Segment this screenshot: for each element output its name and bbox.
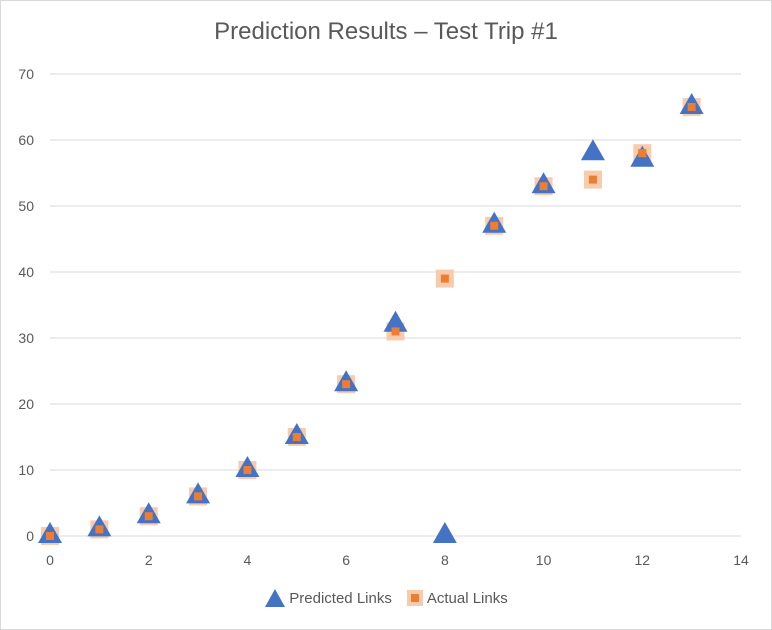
actual-point-center bbox=[391, 327, 400, 336]
actual-point-center bbox=[490, 221, 499, 230]
y-tick-label: 10 bbox=[18, 462, 34, 478]
y-tick-label: 0 bbox=[26, 528, 34, 544]
y-tick-label: 60 bbox=[18, 132, 34, 148]
y-tick-label: 40 bbox=[18, 264, 34, 280]
x-tick-label: 14 bbox=[733, 552, 749, 568]
y-tick-label: 30 bbox=[18, 330, 34, 346]
chart-title: Prediction Results – Test Trip #1 bbox=[214, 18, 558, 45]
x-tick-label: 10 bbox=[536, 552, 552, 568]
x-tick-label: 0 bbox=[46, 552, 54, 568]
actual-point-center bbox=[638, 149, 647, 158]
actual-point-center bbox=[243, 466, 252, 474]
actual-point-center bbox=[144, 512, 153, 521]
actual-point bbox=[435, 269, 454, 288]
legend-label-actual: Actual Links bbox=[426, 589, 508, 607]
actual-point-center bbox=[342, 380, 351, 389]
actual-point-center bbox=[46, 532, 54, 540]
x-tick-label: 4 bbox=[244, 552, 252, 568]
actual-point-center bbox=[95, 525, 104, 534]
x-tick-label: 2 bbox=[145, 552, 153, 568]
actual-point-center bbox=[194, 492, 203, 501]
actual-point bbox=[583, 170, 602, 189]
actual-point-center bbox=[539, 182, 548, 191]
square-marker-icon bbox=[406, 590, 423, 606]
legend: Predicted Links Actual Links bbox=[0, 588, 772, 608]
actual-point-center bbox=[687, 103, 696, 111]
y-tick-label: 50 bbox=[18, 198, 34, 214]
legend-item-predicted: Predicted Links bbox=[264, 588, 392, 608]
predicted-point bbox=[383, 310, 408, 332]
legend-label-predicted: Predicted Links bbox=[289, 589, 392, 607]
y-tick-label: 20 bbox=[18, 396, 34, 412]
x-tick-label: 8 bbox=[441, 552, 449, 568]
predicted-point bbox=[580, 139, 605, 161]
x-tick-label: 6 bbox=[342, 552, 350, 568]
y-tick-label: 70 bbox=[18, 66, 34, 82]
triangle-marker-icon bbox=[265, 589, 286, 607]
legend-item-actual: Actual Links bbox=[406, 589, 508, 607]
predicted-point bbox=[432, 522, 457, 543]
x-tick-label: 12 bbox=[634, 552, 650, 568]
actual-point-center bbox=[292, 433, 301, 441]
